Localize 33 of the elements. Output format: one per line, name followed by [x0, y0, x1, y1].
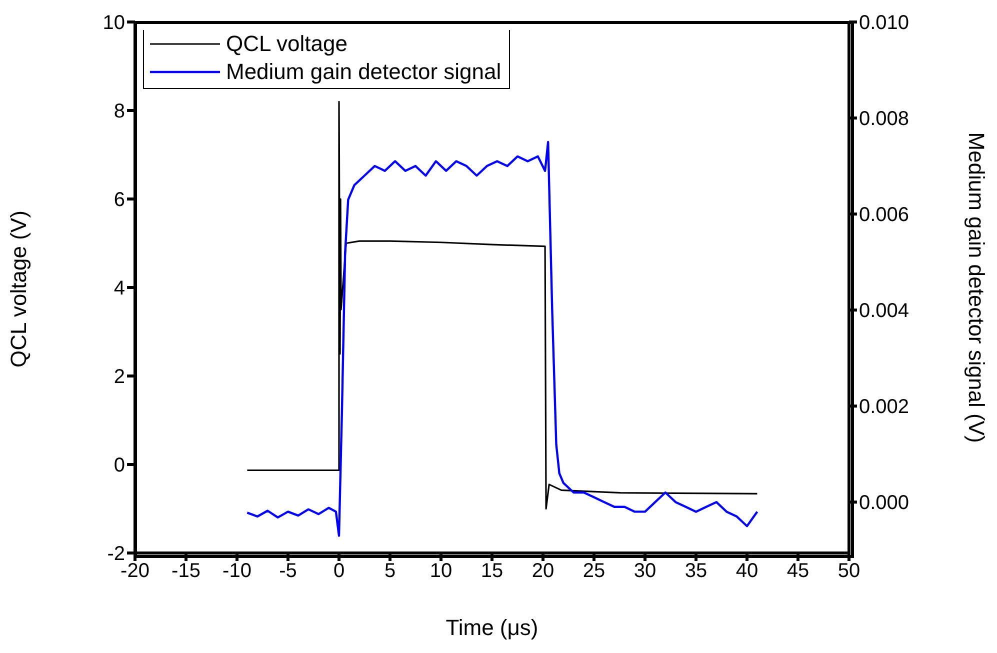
x-tick-label: 50 [838, 560, 860, 582]
y-tick-label: 0 [114, 454, 125, 477]
legend-label: QCL voltage [226, 30, 348, 58]
y-tick-label: 8 [114, 100, 125, 123]
y-tick-label: 6 [114, 189, 125, 212]
x-tick-label: 40 [736, 560, 758, 582]
x-tick-label: -5 [279, 560, 297, 582]
y2-tick-label: 0.000 [859, 492, 910, 514]
x-tick-label: 20 [532, 560, 554, 582]
x-tick-label: -10 [222, 560, 252, 582]
y2-tick-label: 0.006 [859, 204, 910, 226]
line-series [246, 140, 758, 537]
y-tick-label: 4 [114, 278, 125, 300]
y2-tick-label: 0.010 [859, 12, 910, 34]
x-tick-label: -15 [172, 560, 200, 582]
y-tick-label: 2 [114, 366, 125, 388]
line-series [246, 100, 758, 510]
y-axis-title: QCL voltage (V) [6, 210, 31, 368]
x-axis-title: Time (μs) [446, 615, 538, 640]
y2-tick-label: 0.004 [859, 300, 910, 322]
x-tick-label: 0 [333, 560, 345, 582]
y-tick-label: 10 [102, 12, 125, 34]
x-tick-label: 25 [582, 560, 606, 582]
x-tick-label: 45 [786, 560, 810, 582]
x-tick-label: 30 [634, 560, 656, 582]
y2-tick-label: 0.008 [859, 108, 910, 130]
x-tick-label: 15 [480, 560, 504, 582]
y2-axis-title: Medium gain detector signal (V) [964, 132, 989, 443]
legend-label: Medium gain detector signal [226, 58, 502, 86]
x-tick-label: 35 [684, 560, 708, 582]
x-tick-label: 10 [430, 560, 452, 582]
x-tick-label: 5 [384, 560, 396, 582]
y2-tick-label: 0.002 [859, 396, 910, 418]
